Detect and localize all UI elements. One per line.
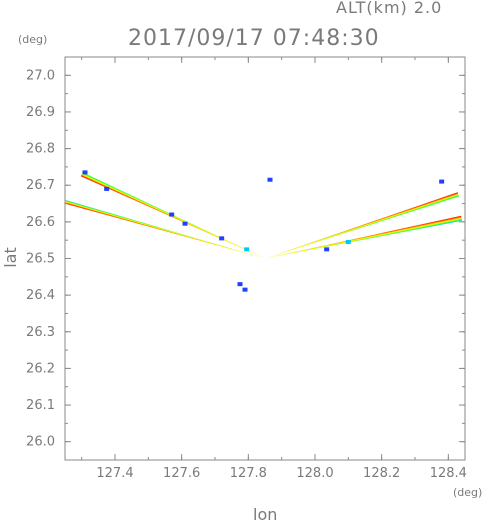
altitude-label: ALT(km) 2.0: [336, 0, 443, 17]
echo-point: [324, 247, 330, 252]
y-tick-label: 27.0: [26, 68, 55, 83]
x-ticks: 127.4 127.6 127.8 128.0 128.2 128.4: [81, 57, 467, 481]
y-tick-label: 26.3: [26, 325, 55, 340]
echo-point: [267, 177, 273, 182]
radar-beam: [265, 215, 463, 259]
x-tick-label: 127.6: [163, 466, 200, 481]
y-tick-label: 26.2: [26, 361, 55, 376]
y-tick-label: 26.5: [26, 252, 55, 267]
x-unit-label: (deg): [453, 486, 483, 499]
x-tick-label: 128.0: [296, 466, 333, 481]
echo-point: [82, 170, 88, 175]
echo-point: [219, 236, 225, 241]
datetime-title: 2017/09/17 07:48:30: [128, 26, 380, 51]
echo-point: [182, 221, 188, 226]
echo-layer: [82, 170, 445, 292]
echo-point: [345, 240, 351, 245]
echo-point: [244, 247, 250, 252]
echo-point: [169, 212, 175, 217]
y-tick-label: 26.4: [26, 288, 55, 303]
x-tick-label: 127.8: [230, 466, 267, 481]
y-tick-label: 26.0: [26, 435, 55, 450]
x-tick-label: 128.4: [430, 466, 467, 481]
x-tick-label: 128.2: [363, 466, 400, 481]
y-tick-label: 26.1: [26, 398, 55, 413]
echo-point: [237, 282, 243, 287]
radar-beam: [64, 199, 265, 259]
y-ticks: 26.0 26.1 26.2 26.3 26.4 26.5 26.6 26.7 26.8 26.9…: [26, 68, 465, 450]
y-tick-label: 26.9: [26, 105, 55, 120]
y-tick-label: 26.8: [26, 142, 55, 157]
echo-point: [104, 186, 110, 191]
y-unit-label: (deg): [18, 33, 48, 46]
x-tick-label: 127.4: [96, 466, 133, 481]
beams-layer: [64, 172, 463, 259]
radar-beam: [265, 192, 460, 259]
y-tick-label: 26.7: [26, 178, 55, 193]
echo-point: [439, 179, 445, 184]
y-tick-label: 26.6: [26, 215, 55, 230]
echo-point: [242, 287, 248, 292]
x-axis-label: lon: [253, 505, 278, 524]
